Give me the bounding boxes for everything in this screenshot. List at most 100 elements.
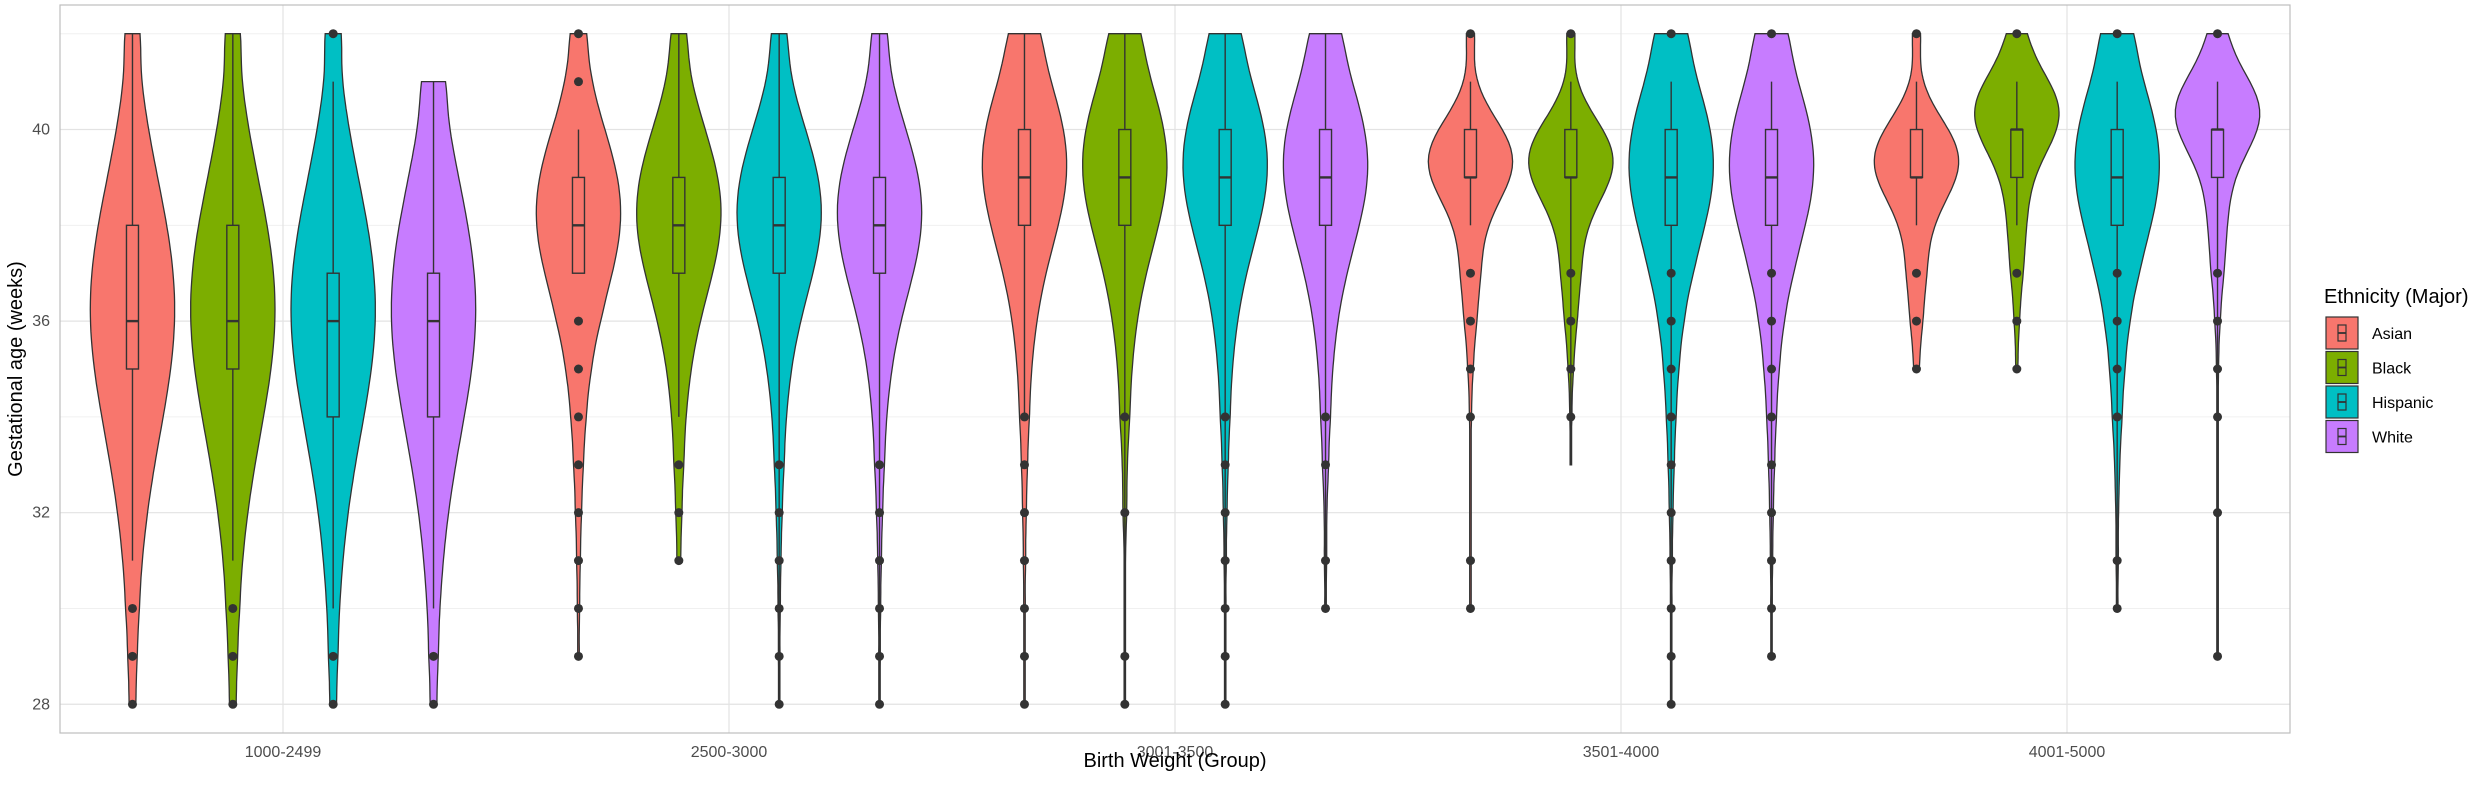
x-tick-label: 4001-5000 [2029, 744, 2106, 761]
outlier-point [1019, 508, 1029, 518]
outlier-point [774, 699, 784, 709]
outlier-point [2112, 268, 2122, 278]
outlier-point [875, 651, 885, 661]
y-axis-title: Gestational age (weeks) [5, 261, 27, 477]
outlier-point [1767, 316, 1777, 326]
outlier-point [573, 651, 583, 661]
outlier-point [875, 699, 885, 709]
outlier-point [2112, 603, 2122, 613]
outlier-point [2012, 268, 2022, 278]
outlier-point [774, 460, 784, 470]
box-iqr [226, 224, 240, 370]
outlier-point [2112, 316, 2122, 326]
box-iqr [1909, 128, 1924, 179]
legend-title: Ethnicity (Major) [2324, 286, 2468, 308]
outlier-point [2213, 316, 2223, 326]
outlier-point [2213, 412, 2223, 422]
x-tick-label: 3001-3500 [1137, 744, 1214, 761]
outlier-point [1767, 460, 1777, 470]
outlier-point [127, 603, 137, 613]
box-iqr [125, 224, 140, 370]
outlier-point [2213, 268, 2223, 278]
outlier-point [1566, 268, 1576, 278]
x-tick-label: 2500-3000 [691, 744, 768, 761]
x-axis-title: Birth Weight (Group) [1083, 750, 1266, 772]
outlier-point [1767, 29, 1777, 39]
legend-label: Black [2372, 361, 2412, 378]
axes: 28 32 36 40 1000-2499 2500-3000 3001-3500 3501-… [32, 122, 2105, 761]
outlier-point [1220, 699, 1230, 709]
y-tick-label: 40 [32, 122, 50, 139]
outlier-point [1666, 699, 1676, 709]
outlier-point [674, 556, 684, 566]
outlier-point [573, 556, 583, 566]
outlier-point [1767, 651, 1777, 661]
outlier-point [1465, 412, 1475, 422]
outlier-point [875, 556, 885, 566]
outlier-point [875, 460, 885, 470]
outlier-point [1465, 364, 1475, 374]
outlier-point [1666, 508, 1676, 518]
outlier-point [2112, 412, 2122, 422]
outlier-point [1566, 364, 1576, 374]
box-iqr [2010, 128, 2024, 179]
outlier-point [2213, 651, 2223, 661]
outlier-point [774, 556, 784, 566]
outlier-point [573, 29, 583, 39]
outlier-point [573, 603, 583, 613]
outlier-point [1767, 603, 1777, 613]
outlier-point [1019, 603, 1029, 613]
panel-border [59, 4, 2291, 734]
outlier-point [328, 699, 338, 709]
outlier-point [573, 364, 583, 374]
outlier-point [2213, 508, 2223, 518]
outlier-point [1019, 699, 1029, 709]
outlier-point [1465, 603, 1475, 613]
outlier-point [1666, 412, 1676, 422]
outlier-point [328, 651, 338, 661]
box-iqr [426, 272, 441, 418]
legend: Ethnicity (Major) Asian Black Hispanic Whit… [2324, 286, 2468, 454]
outlier-point [1566, 29, 1576, 39]
outlier-point [1220, 412, 1230, 422]
box-iqr [1564, 128, 1578, 179]
legend-item: White [2325, 419, 2413, 454]
outlier-point [1911, 364, 1921, 374]
outlier-point [1019, 556, 1029, 566]
legend-label: White [2372, 430, 2413, 447]
outlier-point [1019, 412, 1029, 422]
outlier-point [1321, 556, 1331, 566]
outlier-point [1666, 651, 1676, 661]
outlier-point [127, 699, 137, 709]
outlier-point [1220, 508, 1230, 518]
outlier-point [1767, 268, 1777, 278]
outlier-point [2112, 556, 2122, 566]
outlier-point [1666, 268, 1676, 278]
legend-item: Black [2325, 350, 2412, 385]
outlier-point [1566, 316, 1576, 326]
outlier-point [573, 316, 583, 326]
outlier-point [1321, 460, 1331, 470]
outlier-point [1911, 268, 1921, 278]
outlier-point [1120, 508, 1130, 518]
outlier-point [573, 508, 583, 518]
outlier-point [1019, 460, 1029, 470]
box-iqr [1463, 128, 1478, 179]
outlier-point [2012, 364, 2022, 374]
outlier-point [2213, 364, 2223, 374]
outlier-point [1019, 651, 1029, 661]
outlier-point [1321, 412, 1331, 422]
outlier-point [228, 651, 238, 661]
outlier-point [2012, 316, 2022, 326]
outlier-point [1666, 29, 1676, 39]
outlier-point [1767, 412, 1777, 422]
outlier-point [1120, 651, 1130, 661]
outlier-point [328, 29, 338, 39]
outlier-point [1465, 29, 1475, 39]
outlier-point [674, 508, 684, 518]
outlier-point [1911, 316, 1921, 326]
outlier-point [1666, 316, 1676, 326]
x-tick-label: 1000-2499 [245, 744, 322, 761]
y-tick-label: 32 [32, 505, 50, 522]
